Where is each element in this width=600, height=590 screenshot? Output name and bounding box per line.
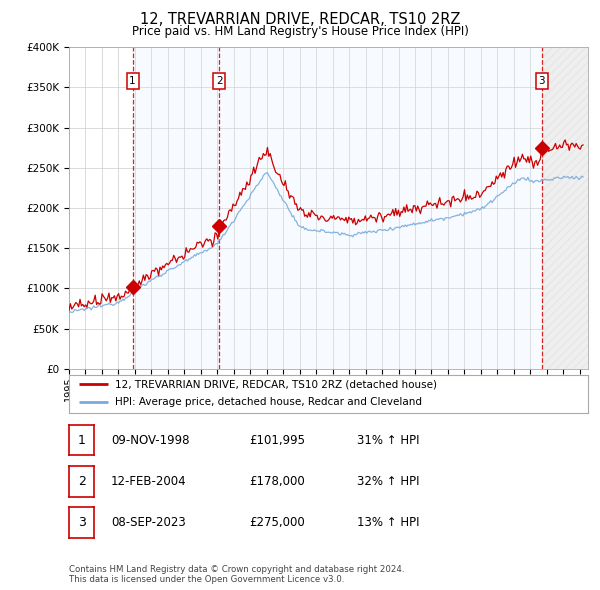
Text: 12, TREVARRIAN DRIVE, REDCAR, TS10 2RZ: 12, TREVARRIAN DRIVE, REDCAR, TS10 2RZ [140,12,460,27]
Bar [219,47,542,369]
Text: Price paid vs. HM Land Registry's House Price Index (HPI): Price paid vs. HM Land Registry's House … [131,25,469,38]
Text: HPI: Average price, detached house, Redcar and Cleveland: HPI: Average price, detached house, Redc… [115,397,422,407]
Text: This data is licensed under the Open Government Licence v3.0.: This data is licensed under the Open Gov… [69,575,344,584]
Text: 3: 3 [77,516,86,529]
Text: 3: 3 [538,76,545,86]
Text: 12-FEB-2004: 12-FEB-2004 [111,475,187,488]
Text: 31% ↑ HPI: 31% ↑ HPI [357,434,419,447]
Text: Contains HM Land Registry data © Crown copyright and database right 2024.: Contains HM Land Registry data © Crown c… [69,565,404,573]
Text: 12, TREVARRIAN DRIVE, REDCAR, TS10 2RZ (detached house): 12, TREVARRIAN DRIVE, REDCAR, TS10 2RZ (… [115,379,437,389]
Text: £178,000: £178,000 [249,475,305,488]
Text: £101,995: £101,995 [249,434,305,447]
Text: 2: 2 [216,76,223,86]
Text: 08-SEP-2023: 08-SEP-2023 [111,516,186,529]
Text: 1: 1 [77,434,86,447]
Text: 13% ↑ HPI: 13% ↑ HPI [357,516,419,529]
Bar [542,47,588,369]
Text: 09-NOV-1998: 09-NOV-1998 [111,434,190,447]
Text: 2: 2 [77,475,86,488]
Text: £275,000: £275,000 [249,516,305,529]
Text: 32% ↑ HPI: 32% ↑ HPI [357,475,419,488]
Bar [133,47,219,369]
Bar [542,47,588,369]
Text: 1: 1 [129,76,136,86]
